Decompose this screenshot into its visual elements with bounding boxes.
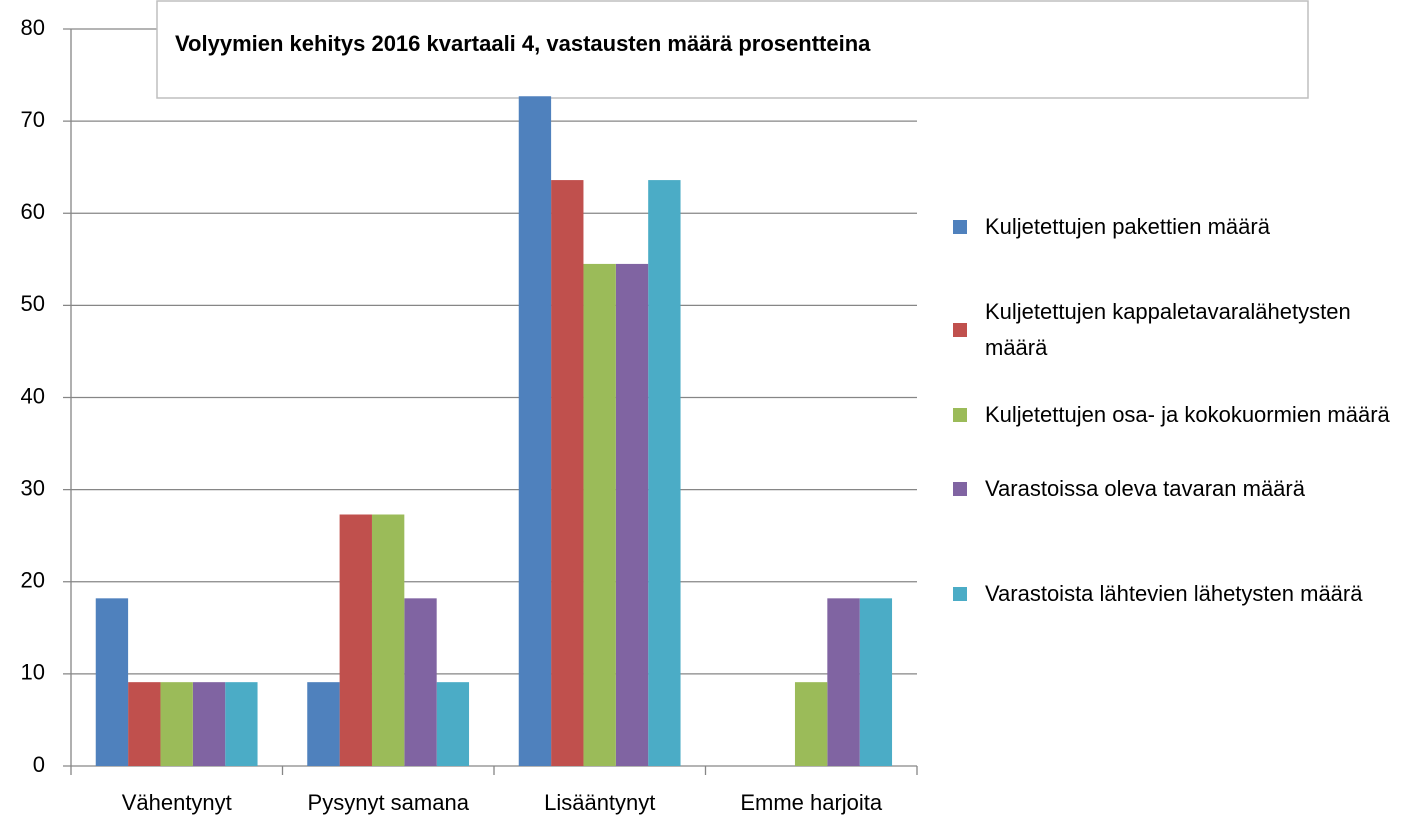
legend-label: Kuljetettujen kappaletavaralähetysten mä… (985, 299, 1351, 360)
bar (518, 96, 552, 767)
bar (307, 682, 340, 766)
legend-label: Varastoissa oleva tavaran määrä (985, 476, 1305, 501)
legend-label: Kuljetettujen pakettien määrä (985, 214, 1270, 239)
y-tick-label: 0 (33, 752, 45, 777)
legend-entry: Kuljetettujen osa- ja kokokuormien määrä (953, 397, 1400, 433)
bar (225, 682, 258, 766)
legend-label: Varastoista lähtevien lähetysten määrä (985, 581, 1363, 606)
bar (615, 263, 649, 766)
y-tick-label: 30 (21, 475, 45, 500)
bar (371, 514, 405, 766)
y-tick-label: 40 (21, 383, 45, 408)
y-tick-label: 80 (21, 15, 45, 40)
bar (160, 682, 193, 766)
x-tick-label: Pysynyt samana (308, 790, 470, 815)
legend-swatch (953, 323, 967, 337)
y-tick-label: 60 (21, 199, 45, 224)
legend-entry: Varastoissa oleva tavaran määrä (953, 471, 1400, 507)
bar (827, 598, 860, 766)
chart-title: Volyymien kehitys 2016 kvartaali 4, vast… (175, 31, 871, 56)
x-tick-label: Vähentynyt (122, 790, 232, 815)
x-tick-label: Emme harjoita (740, 790, 883, 815)
y-tick-label: 20 (21, 568, 45, 593)
y-tick-label: 10 (21, 660, 45, 685)
legend-swatch (953, 408, 967, 422)
legend-label: Kuljetettujen osa- ja kokokuormien määrä (985, 402, 1390, 427)
legend-swatch (953, 587, 967, 601)
bar (339, 514, 372, 766)
bar (192, 682, 226, 766)
bar (794, 682, 828, 766)
y-tick-label: 70 (21, 107, 45, 132)
title-box (156, 0, 1309, 99)
x-tick-label: Lisääntynyt (544, 790, 655, 815)
bar (436, 682, 470, 766)
legend-entry: Kuljetettujen kappaletavaralähetysten mä… (953, 294, 1400, 366)
legend-entry: Varastoista lähtevien lähetysten määrä (953, 576, 1400, 612)
legend-swatch (953, 482, 967, 496)
bar (583, 263, 616, 766)
bar (95, 598, 129, 766)
y-tick-label: 50 (21, 291, 45, 316)
bar (551, 180, 584, 766)
bar (648, 180, 681, 766)
legend-entry: Kuljetettujen pakettien määrä (953, 209, 1400, 245)
bar (128, 682, 161, 766)
bar (404, 598, 437, 766)
bar (859, 598, 893, 766)
legend-swatch (953, 220, 967, 234)
